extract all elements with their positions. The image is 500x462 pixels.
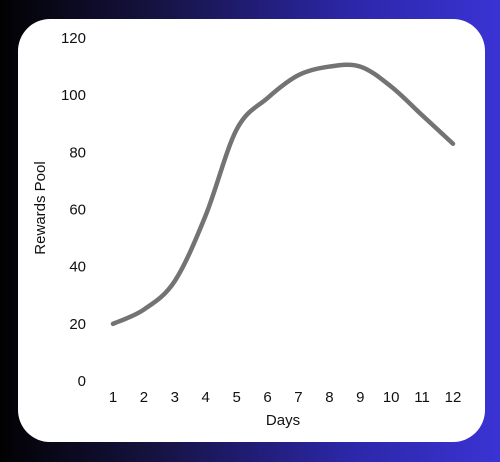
y-tick-label-5: 100 bbox=[61, 87, 86, 104]
x-tick-label-8: 8 bbox=[325, 389, 333, 406]
y-tick-label-3: 60 bbox=[69, 202, 86, 219]
x-axis-label: Days bbox=[266, 412, 300, 429]
x-tick-label-3: 3 bbox=[171, 389, 179, 406]
x-tick-label-11: 11 bbox=[414, 389, 430, 406]
y-tick-label-4: 80 bbox=[69, 144, 86, 161]
y-tick-label-6: 120 bbox=[61, 30, 86, 47]
x-tick-label-9: 9 bbox=[356, 389, 364, 406]
x-tick-label-2: 2 bbox=[140, 389, 148, 406]
y-tick-label-0: 0 bbox=[78, 373, 86, 390]
x-tick-label-6: 6 bbox=[263, 389, 271, 406]
x-tick-label-4: 4 bbox=[202, 389, 210, 406]
x-tick-label-7: 7 bbox=[294, 389, 302, 406]
y-axis-label: Rewards Pool bbox=[32, 161, 49, 254]
y-tick-labels: 0 20 40 60 80 100 120 bbox=[61, 30, 86, 390]
x-tick-label-10: 10 bbox=[383, 389, 400, 406]
chart-card bbox=[18, 19, 485, 442]
x-tick-labels: 1 2 3 4 5 6 7 8 9 10 11 12 bbox=[109, 389, 462, 406]
x-tick-label-5: 5 bbox=[232, 389, 240, 406]
x-tick-label-1: 1 bbox=[109, 389, 117, 406]
series-line bbox=[110, 62, 456, 327]
x-tick-label-12: 12 bbox=[445, 389, 462, 406]
y-tick-label-2: 40 bbox=[69, 259, 86, 276]
y-tick-label-1: 20 bbox=[69, 316, 86, 333]
